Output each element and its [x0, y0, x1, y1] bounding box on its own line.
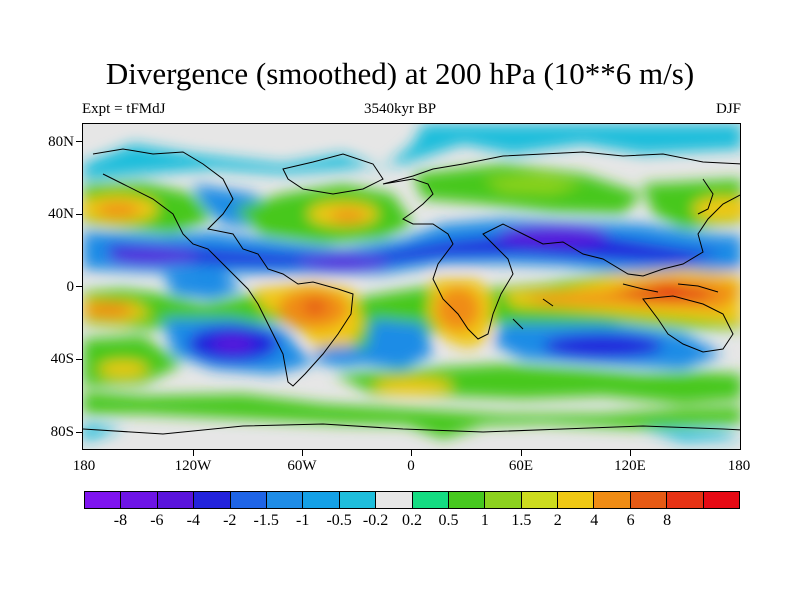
lat-label-40n: 40N	[48, 206, 74, 222]
colorbar-label: 2	[553, 512, 562, 529]
colorbar-swatch	[521, 492, 559, 508]
colorbar-swatch	[667, 492, 704, 508]
colorbar-swatch	[594, 492, 631, 508]
coastlines	[83, 148, 740, 435]
colorbar-swatch	[485, 492, 522, 508]
lon-label-120e: 120E	[614, 458, 646, 474]
colorbar-label: 4	[590, 512, 599, 529]
lat-label-80s: 80S	[50, 424, 74, 440]
plot-title: Divergence (smoothed) at 200 hPa (10**6 …	[105, 56, 695, 91]
colorbar-swatch	[376, 492, 413, 508]
colorbar-label: -0.2	[362, 512, 389, 529]
colorbar-label: -1	[295, 512, 310, 529]
colorbar-swatch	[412, 492, 449, 508]
lat-tick	[76, 432, 82, 433]
lon-tick	[193, 450, 194, 456]
divergence-map	[82, 123, 741, 450]
colorbar-swatch	[121, 492, 158, 508]
colorbar-swatch	[230, 492, 267, 508]
lat-tick	[76, 359, 82, 360]
colorbar-label: 8	[663, 512, 672, 529]
colorbar-swatch	[339, 492, 377, 508]
time-label: 3540kyr BP	[363, 101, 437, 117]
experiment-label: Expt = tFMdJ	[82, 101, 166, 117]
colorbar-swatch	[558, 492, 595, 508]
divergence-contours	[83, 124, 740, 442]
colorbar	[84, 491, 740, 509]
colorbar-label: 6	[626, 512, 635, 529]
season-label: DJF	[715, 101, 741, 117]
lat-label-40s: 40S	[50, 351, 74, 367]
colorbar-label: -8	[113, 512, 128, 529]
colorbar-label: -4	[186, 512, 200, 529]
lon-tick	[521, 450, 522, 456]
colorbar-swatch	[448, 492, 486, 508]
lon-label-60e: 60E	[508, 458, 534, 474]
colorbar-swatch	[85, 492, 122, 508]
lon-tick	[411, 450, 412, 456]
lon-label-180w: 180	[72, 458, 96, 474]
lat-label-eq: 0	[66, 279, 75, 295]
lon-label-60w: 60W	[287, 458, 317, 474]
lat-label-80n: 80N	[48, 134, 74, 150]
lat-tick	[76, 141, 82, 142]
colorbar-label: -6	[150, 512, 164, 529]
lon-label-120w: 120W	[174, 458, 212, 474]
colorbar-label: 1	[480, 512, 489, 529]
lon-tick	[302, 450, 303, 456]
colorbar-swatch	[194, 492, 231, 508]
colorbar-label: 0.2	[402, 512, 422, 529]
colorbar-label: 1.5	[511, 512, 532, 529]
lon-label-0: 0	[407, 458, 415, 474]
colorbar-swatch	[266, 492, 304, 508]
colorbar-swatch	[630, 492, 668, 508]
lat-tick	[76, 286, 82, 287]
colorbar-label: -1.5	[253, 512, 279, 529]
lon-label-180e: 180	[727, 458, 751, 474]
colorbar-label: -0.5	[326, 512, 352, 529]
colorbar-label: 0.5	[438, 512, 459, 529]
colorbar-label: -2	[223, 512, 237, 529]
colorbar-swatch	[157, 492, 195, 508]
colorbar-swatch	[303, 492, 340, 508]
lon-tick	[630, 450, 631, 456]
map-field	[83, 124, 740, 449]
colorbar-swatch	[703, 492, 740, 508]
lat-tick	[76, 214, 82, 215]
